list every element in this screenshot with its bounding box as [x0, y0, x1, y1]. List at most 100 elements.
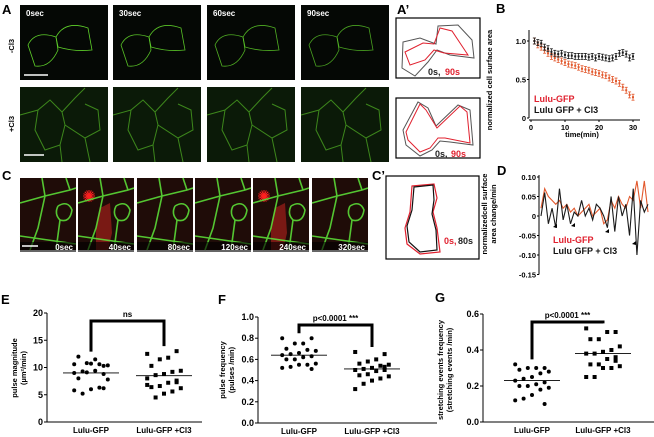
data-point [353, 387, 358, 392]
data-point [598, 55, 600, 58]
y-tick-label: 0.6 [466, 309, 479, 319]
micrograph [113, 5, 201, 80]
data-point [513, 398, 518, 403]
data-point [521, 376, 526, 381]
timepoint-label: 0sec [26, 9, 44, 18]
data-point [609, 366, 614, 370]
y-axis-label-line2: (pulses /min) [227, 346, 236, 393]
y-tick-label: -0.10 [519, 251, 536, 260]
data-point [615, 55, 617, 58]
laser-ablated-cell [96, 203, 112, 250]
data-point [370, 365, 374, 370]
y-tick-label: 0.10 [521, 173, 536, 182]
data-point [553, 56, 556, 59]
data-point [280, 365, 285, 370]
data-point [89, 361, 93, 366]
label-background [20, 242, 76, 252]
data-point [288, 364, 293, 369]
laser-ablation-star-icon [83, 193, 95, 199]
data-point [591, 70, 594, 73]
data-point [178, 386, 183, 391]
data-point [574, 64, 577, 67]
data-point [613, 355, 618, 360]
timepoint-label: 320sec [338, 243, 365, 252]
label-background [137, 242, 193, 252]
data-point [525, 384, 530, 388]
data-point [305, 347, 310, 352]
data-point [540, 42, 543, 45]
laser-ablation-star-icon [258, 193, 270, 199]
timepoint-label: 120sec [221, 243, 248, 252]
y-tick-label: 0 [532, 212, 536, 221]
data-point [617, 364, 622, 369]
chart-e: E pulse magnitude (µm²/min) 0 5 10 15 20 Lulu… [1, 292, 202, 435]
data-point [557, 53, 560, 56]
micrograph [301, 87, 389, 162]
significance-label: p<0.0001 *** [313, 314, 359, 323]
data-point [517, 367, 522, 372]
y-tick-label: 15 [33, 335, 43, 345]
legend-90s: 90s [451, 149, 466, 159]
timepoint-label: 40sec [109, 243, 132, 252]
row-label-minus-cl3: -Cl3 [7, 39, 16, 53]
y-axis-label-line1: normalizedcell surface [480, 174, 489, 255]
y-axis-label-line1: pulse frequency [218, 340, 227, 398]
x-tick-label: 20 [595, 123, 603, 132]
cell-membrane [120, 34, 152, 67]
significance-bracket [89, 319, 166, 352]
data-point [353, 368, 358, 372]
panel-label-e: E [1, 292, 10, 307]
data-point [162, 372, 166, 377]
cell-membrane [311, 177, 369, 251]
y-tick-label: 10 [33, 363, 43, 373]
data-point [553, 52, 556, 55]
cell-membrane [55, 25, 93, 51]
significance-label: ns [123, 310, 133, 319]
data-point [149, 385, 154, 390]
data-point [596, 362, 601, 367]
y-tick-label: 1.0 [241, 312, 254, 322]
x-category-label: Lulu-GFP [281, 427, 318, 436]
data-point [361, 381, 366, 386]
data-point [89, 387, 93, 392]
micrograph [113, 87, 201, 162]
data-point [564, 53, 566, 56]
data-point [608, 57, 611, 60]
data-point [591, 55, 594, 58]
data-point [280, 336, 285, 341]
arrowhead-icon [571, 223, 575, 227]
data-point [613, 358, 618, 363]
data-point [365, 359, 370, 364]
legend-90s: 90s [445, 67, 460, 77]
data-point [611, 56, 614, 59]
x-tick-label: 30 [629, 123, 637, 132]
significance-bracket [297, 323, 374, 347]
arrowhead-icon [632, 241, 636, 245]
data-point [305, 362, 310, 367]
data-point [604, 74, 607, 77]
data-point [632, 55, 634, 58]
data-point [386, 362, 391, 367]
timepoint-label: 0sec [55, 243, 73, 252]
data-point [170, 369, 175, 374]
y-tick-label: 0.4 [466, 345, 479, 355]
cell-membrane [336, 25, 374, 51]
data-point [577, 66, 580, 69]
data-point [592, 375, 597, 379]
data-point [587, 56, 590, 59]
data-point [365, 372, 370, 377]
label-background [253, 242, 309, 252]
data-point [533, 40, 536, 42]
data-point [570, 63, 573, 66]
data-point [567, 63, 570, 66]
data-point [297, 362, 301, 367]
data-point [382, 364, 387, 369]
data-point [149, 363, 154, 368]
data-point [80, 391, 85, 396]
data-point [588, 337, 593, 342]
data-point [618, 82, 621, 85]
data-point [581, 55, 583, 58]
data-point [313, 361, 318, 366]
y-tick-label: -0.15 [519, 271, 536, 280]
